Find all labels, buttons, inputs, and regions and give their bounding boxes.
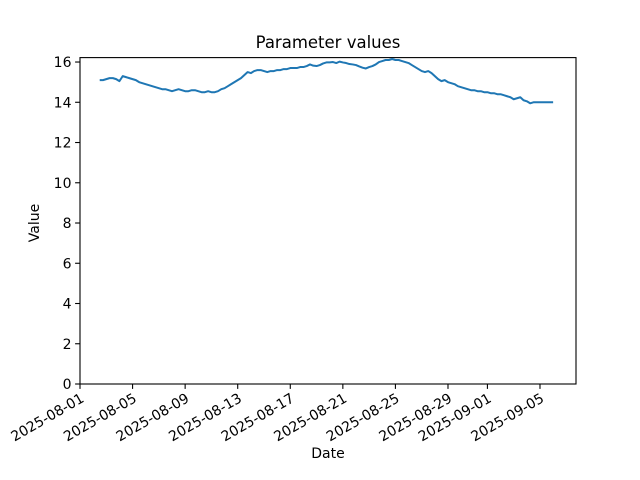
y-tick-label: 16 bbox=[54, 55, 72, 71]
y-tick-label: 6 bbox=[63, 256, 72, 272]
y-tick-label: 4 bbox=[63, 297, 72, 313]
y-tick-label: 12 bbox=[54, 136, 72, 152]
x-axis-label: Date bbox=[311, 446, 345, 462]
data-series-line bbox=[99, 58, 554, 105]
y-tick-label: 8 bbox=[63, 216, 72, 232]
y-tick-label: 10 bbox=[54, 176, 72, 192]
y-axis-label: Value bbox=[27, 203, 43, 243]
y-tick-label: 0 bbox=[63, 377, 72, 393]
y-tick-label: 2 bbox=[63, 337, 72, 353]
axes-frame bbox=[79, 57, 577, 385]
chart-title: Parameter values bbox=[255, 33, 401, 52]
y-tick-label: 14 bbox=[54, 95, 72, 111]
